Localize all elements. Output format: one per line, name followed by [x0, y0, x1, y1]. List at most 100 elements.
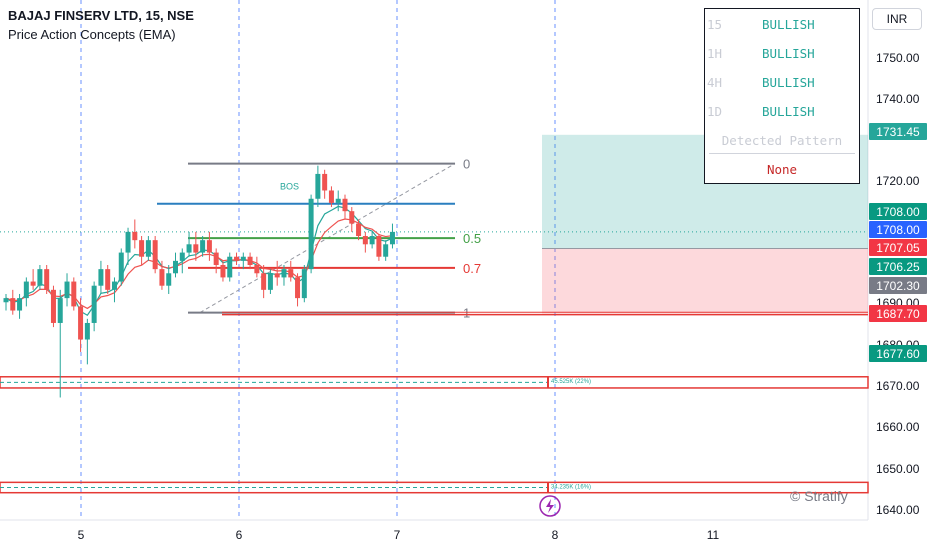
lightning-icon	[539, 495, 561, 517]
y-tick: 1720.00	[876, 174, 920, 188]
candle-body	[295, 277, 301, 299]
candle-body	[335, 198, 341, 203]
candle-body	[17, 298, 23, 311]
candle-body	[159, 269, 165, 286]
candle-body	[383, 244, 389, 257]
trend-status: BULLISH	[762, 46, 815, 61]
candle-body	[44, 269, 50, 290]
candle-body	[64, 281, 70, 299]
candle-body	[362, 236, 368, 245]
fib-level-label: 0.5	[463, 231, 481, 246]
candle-body	[30, 281, 36, 286]
trend-status: BULLISH	[762, 17, 815, 32]
candle-body	[186, 244, 192, 253]
candle-body	[369, 236, 375, 245]
trend-status: BULLISH	[762, 104, 815, 119]
candle-body	[145, 240, 151, 257]
x-tick: 8	[551, 528, 559, 542]
fib-level-label: 1	[463, 306, 470, 321]
candle-body	[206, 240, 212, 253]
x-tick: 6	[235, 528, 243, 542]
candle-body	[152, 240, 158, 270]
price-label-ema-red: 1707.05	[869, 239, 927, 256]
candle-body	[281, 269, 287, 278]
candle-body	[301, 269, 307, 299]
currency-button[interactable]: INR	[872, 8, 922, 30]
indicator-title[interactable]: Price Action Concepts (EMA)	[8, 27, 176, 42]
y-tick: 1650.00	[876, 462, 920, 476]
y-tick: 1750.00	[876, 51, 920, 65]
candle-body	[349, 211, 355, 224]
candle-body	[118, 252, 124, 282]
volume-zone	[0, 481, 869, 494]
trend-status: BULLISH	[762, 75, 815, 90]
price-label-stop: 1687.70	[869, 305, 927, 322]
candle-body	[356, 223, 362, 237]
x-tick: 7	[393, 528, 401, 542]
candle-body	[234, 256, 240, 261]
candle-body	[315, 173, 321, 199]
candle-body	[71, 281, 77, 307]
candle-body	[200, 240, 206, 253]
candle-body	[193, 244, 199, 253]
candle-body	[125, 231, 131, 253]
x-tick: 5	[77, 528, 85, 542]
candle-body	[240, 256, 246, 261]
candle-body	[37, 269, 43, 286]
panel-divider	[709, 153, 855, 154]
pattern-header: Detected Pattern	[721, 133, 843, 148]
trend-row-1h: 1H BULLISH	[705, 38, 859, 67]
trend-timeframe: 4H	[707, 75, 723, 90]
candle-body	[179, 252, 185, 261]
y-tick: 1660.00	[876, 420, 920, 434]
price-label-entry: 1706.25	[869, 258, 927, 275]
fib-level-label: 0	[463, 157, 470, 172]
candle-body	[3, 298, 9, 303]
candle-body	[132, 231, 138, 241]
candle-body	[254, 265, 260, 274]
candle-body	[322, 173, 328, 191]
trend-row-15: 15 BULLISH	[705, 9, 859, 38]
candle-body	[84, 322, 90, 340]
candle-body	[166, 273, 172, 286]
candle-body	[328, 190, 334, 203]
price-label-ema: 1708.00	[869, 203, 927, 220]
candle-body	[376, 236, 382, 257]
volume-zone	[0, 376, 869, 389]
trend-row-4h: 4H BULLISH	[705, 67, 859, 96]
trend-row-1d: 1D BULLISH	[705, 96, 859, 125]
candle-body	[139, 240, 145, 257]
long-position-stop-zone	[542, 248, 868, 314]
stratify-watermark: © Stratify	[790, 488, 848, 504]
candle-body	[342, 198, 348, 212]
volume-zone-label: 45.525K (22%)	[551, 379, 591, 385]
candle-body	[105, 269, 111, 290]
price-label-low: 1677.60	[869, 345, 927, 362]
candle-body	[50, 289, 56, 323]
price-label-gray: 1702.30	[869, 277, 927, 294]
trend-timeframe: 15	[707, 17, 723, 32]
candle-body	[288, 269, 294, 278]
candle-body	[23, 281, 29, 299]
candle-body	[261, 273, 267, 290]
ema-fast-line	[5, 205, 393, 317]
y-tick: 1670.00	[876, 379, 920, 393]
candle-body	[91, 285, 97, 323]
y-tick: 1740.00	[876, 92, 920, 106]
pattern-value: None	[766, 162, 798, 177]
trend-timeframe: 1H	[707, 46, 723, 61]
price-label-target: 1731.45	[869, 123, 927, 140]
candle-body	[227, 256, 233, 278]
candle-body	[57, 298, 63, 323]
candle-body	[78, 306, 84, 340]
lightning-icon-glyph	[546, 499, 554, 513]
volume-zone-label: 34.235K (16%)	[551, 484, 591, 490]
candle-body	[98, 269, 104, 286]
candle-body	[274, 273, 280, 278]
candle-body	[213, 252, 219, 265]
candle-body	[267, 273, 273, 290]
x-tick: 11	[706, 528, 720, 542]
bos-label: BOS	[280, 182, 299, 192]
symbol-title[interactable]: BAJAJ FINSERV LTD, 15, NSE	[8, 8, 194, 23]
ema-slow-line	[5, 218, 393, 310]
